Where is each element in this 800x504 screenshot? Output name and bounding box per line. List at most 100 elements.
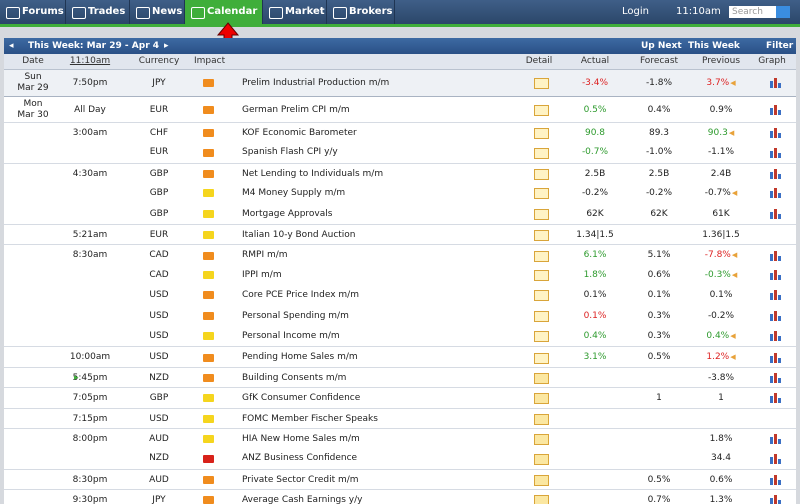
- event-title[interactable]: Pending Home Sales m/m: [242, 352, 358, 363]
- impact-icon: [203, 435, 214, 444]
- graph-icon[interactable]: [769, 310, 781, 321]
- forecast-value: -0.2%: [645, 188, 673, 199]
- search-box[interactable]: Search: [729, 6, 776, 18]
- up-next[interactable]: Up Next: [641, 41, 682, 51]
- previous-value: -3.8%: [707, 372, 735, 383]
- detail-icon[interactable]: [534, 474, 549, 486]
- detail-icon[interactable]: [534, 495, 549, 504]
- event-title[interactable]: Spanish Flash CPI y/y: [242, 147, 338, 158]
- detail-icon[interactable]: [534, 413, 549, 425]
- event-title[interactable]: Building Consents m/m: [242, 372, 347, 383]
- actual-value: 0.1%: [583, 290, 607, 301]
- detail-icon[interactable]: [534, 188, 549, 200]
- event-row: 5:45pm ▸ NZD Building Consents m/m -3.8%: [4, 366, 796, 389]
- actual-value: 1.8%: [583, 269, 607, 280]
- event-title[interactable]: RMPI m/m: [242, 250, 288, 261]
- detail-icon[interactable]: [534, 105, 549, 116]
- detail-icon[interactable]: [534, 434, 549, 446]
- event-title[interactable]: Private Sector Credit m/m: [242, 474, 359, 485]
- detail-icon[interactable]: [534, 352, 549, 364]
- detail-icon[interactable]: [534, 372, 549, 384]
- actual-value: -0.2%: [581, 188, 609, 199]
- graph-icon[interactable]: [769, 208, 781, 219]
- login-link[interactable]: Login: [622, 6, 649, 17]
- nav-tab[interactable]: Market: [263, 0, 327, 24]
- graph-icon[interactable]: [769, 77, 781, 88]
- detail-icon[interactable]: [534, 453, 549, 465]
- this-week[interactable]: This Week: [688, 41, 740, 51]
- event-title[interactable]: Net Lending to Individuals m/m: [242, 168, 384, 179]
- event-title[interactable]: IPPI m/m: [242, 269, 282, 280]
- event-title[interactable]: Average Cash Earnings y/y: [242, 495, 363, 504]
- nav-tab[interactable]: News: [130, 0, 185, 24]
- event-title[interactable]: Personal Income m/m: [242, 331, 340, 341]
- graph-icon[interactable]: [769, 392, 781, 404]
- bars: [770, 290, 781, 301]
- event-title[interactable]: GfK Consumer Confidence: [242, 393, 361, 404]
- graph-icon[interactable]: [769, 127, 781, 139]
- graph-icon[interactable]: [769, 147, 781, 158]
- bars: [770, 128, 781, 139]
- previous-value: 0.1%: [709, 290, 733, 301]
- nav-tab[interactable]: Trades: [66, 0, 130, 24]
- graph-icon[interactable]: [769, 289, 781, 301]
- detail-icon[interactable]: [534, 393, 549, 405]
- nav-tab[interactable]: Calendar: [185, 0, 263, 24]
- detail-icon[interactable]: [534, 168, 549, 180]
- graph-icon[interactable]: [769, 494, 781, 504]
- detail-icon[interactable]: [534, 147, 549, 159]
- graph-icon[interactable]: [769, 187, 781, 199]
- event-title[interactable]: Prelim Industrial Production m/m: [242, 78, 390, 88]
- graph-icon[interactable]: [769, 433, 781, 445]
- event-row: 8:30pm AUD Private Sector Credit m/m 0.5% 0.…: [4, 468, 796, 491]
- graph-icon[interactable]: [769, 104, 781, 115]
- graph-icon[interactable]: [769, 474, 781, 485]
- detail-icon[interactable]: [534, 310, 549, 322]
- graph-icon[interactable]: [769, 330, 781, 342]
- actual-value: -0.7%: [581, 147, 609, 158]
- event-title[interactable]: KOF Economic Barometer: [242, 128, 357, 138]
- currency: USD: [149, 352, 169, 363]
- event-title[interactable]: M4 Money Supply m/m: [242, 188, 346, 199]
- graph-icon[interactable]: [769, 352, 781, 363]
- time: 10:00am: [69, 352, 111, 363]
- revised-marker: ◀: [731, 251, 738, 260]
- tab-icon: [191, 7, 205, 19]
- header-time[interactable]: 11:10am: [69, 56, 111, 66]
- detail-icon[interactable]: [534, 250, 549, 262]
- nav-tab[interactable]: Forums: [0, 0, 66, 24]
- graph-icon[interactable]: [769, 372, 781, 383]
- event-title[interactable]: Mortgage Approvals: [242, 208, 333, 219]
- graph-icon[interactable]: [769, 168, 781, 179]
- event-title[interactable]: ANZ Business Confidence: [242, 453, 358, 464]
- graph-icon[interactable]: [769, 250, 781, 261]
- detail-icon[interactable]: [534, 208, 549, 220]
- event-title[interactable]: Personal Spending m/m: [242, 310, 349, 321]
- detail-icon[interactable]: [534, 230, 549, 242]
- bars: [770, 453, 781, 464]
- nav-tab[interactable]: Brokers: [327, 0, 395, 24]
- filter[interactable]: Filter: [766, 41, 794, 51]
- event-title[interactable]: German Prelim CPI m/m: [242, 105, 350, 115]
- detail-icon[interactable]: [534, 290, 549, 302]
- detail-icon[interactable]: [534, 78, 549, 89]
- detail-icon[interactable]: [534, 269, 549, 281]
- graph-icon[interactable]: [769, 269, 781, 280]
- prev-week[interactable]: ◂: [9, 41, 14, 51]
- search-button[interactable]: [776, 6, 790, 18]
- event-title[interactable]: HIA New Home Sales m/m: [242, 434, 360, 444]
- bars: [770, 147, 781, 158]
- detail-icon[interactable]: [534, 331, 549, 343]
- impact-icon: [203, 394, 214, 403]
- currency: GBP: [149, 168, 169, 179]
- graph-icon[interactable]: [769, 453, 781, 464]
- bars: [770, 352, 781, 363]
- event-title[interactable]: FOMC Member Fischer Speaks: [242, 413, 378, 424]
- previous-value: -0.2%: [707, 310, 735, 321]
- event-title[interactable]: Italian 10-y Bond Auction: [242, 230, 356, 240]
- detail-icon[interactable]: [534, 128, 549, 140]
- currency: AUD: [149, 474, 169, 485]
- event-title[interactable]: Core PCE Price Index m/m: [242, 290, 359, 301]
- time: 8:30pm: [72, 474, 108, 485]
- next-week[interactable]: ▸: [164, 41, 169, 51]
